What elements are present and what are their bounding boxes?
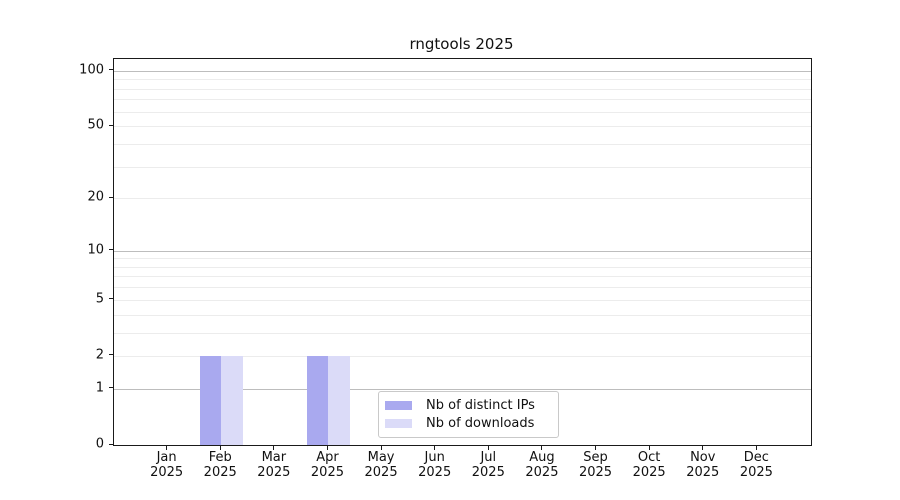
y-tick-mark	[109, 124, 114, 126]
y-tick-label: 5	[95, 291, 104, 307]
gridline-minor	[114, 314, 811, 316]
legend-swatch-distinct-ips	[385, 400, 412, 410]
x-tick-label: May 2025	[364, 450, 398, 480]
y-tick-label: 20	[87, 189, 104, 205]
x-tick-label: Jun 2025	[418, 450, 452, 480]
x-tick-mark	[702, 445, 704, 450]
plot-area	[113, 58, 812, 446]
legend-label-downloads: Nb of downloads	[426, 416, 535, 432]
y-tick-mark	[109, 387, 114, 389]
gridline-minor	[114, 355, 811, 357]
y-tick-mark	[109, 249, 114, 251]
y-tick-label: 0	[95, 436, 104, 452]
legend-swatch-downloads	[385, 419, 412, 429]
legend-item-downloads: Nb of downloads	[385, 416, 552, 431]
gridline-minor	[114, 99, 811, 101]
x-tick-mark	[648, 445, 650, 450]
x-tick-mark	[595, 445, 597, 450]
x-tick-label: Feb 2025	[203, 450, 237, 480]
y-tick-label: 1	[95, 380, 104, 396]
gridline-minor	[114, 332, 811, 334]
gridline-minor	[114, 198, 811, 200]
x-tick-mark	[166, 445, 168, 450]
x-tick-label: Jan 2025	[150, 450, 184, 480]
x-tick-mark	[219, 445, 221, 450]
bar	[199, 355, 222, 445]
x-tick-mark	[434, 445, 436, 450]
gridline-minor	[114, 266, 811, 268]
x-tick-mark	[755, 445, 757, 450]
x-tick-mark	[326, 445, 328, 450]
gridline-major	[114, 70, 811, 72]
x-tick-label: Oct 2025	[632, 450, 666, 480]
x-tick-mark	[380, 445, 382, 450]
y-tick-label: 2	[95, 347, 104, 363]
y-tick-mark	[109, 196, 114, 198]
gridline-minor	[114, 143, 811, 145]
gridline-major	[114, 388, 811, 390]
y-tick-mark	[109, 443, 114, 445]
gridline-major	[114, 250, 811, 252]
gridline-minor	[114, 276, 811, 278]
bar	[306, 355, 329, 445]
x-tick-label: Apr 2025	[310, 450, 344, 480]
y-tick-label: 10	[87, 242, 104, 258]
gridline-minor	[114, 299, 811, 301]
y-tick-mark	[109, 69, 114, 71]
x-tick-label: Aug 2025	[525, 450, 559, 480]
gridline-minor	[114, 111, 811, 113]
x-tick-label: Nov 2025	[686, 450, 720, 480]
x-tick-label: Dec 2025	[739, 450, 773, 480]
bar	[221, 355, 243, 445]
gridline-minor	[114, 88, 811, 90]
legend-label-distinct-ips: Nb of distinct IPs	[426, 397, 535, 413]
y-tick-label: 50	[87, 117, 104, 133]
gridline-minor	[114, 258, 811, 260]
x-tick-mark	[541, 445, 543, 450]
gridline-minor	[114, 126, 811, 128]
legend-item-distinct-ips: Nb of distinct IPs	[385, 398, 552, 413]
y-tick-mark	[109, 298, 114, 300]
gridline-minor	[114, 166, 811, 168]
x-tick-mark	[273, 445, 275, 450]
chart-title: rngtools 2025	[409, 35, 514, 53]
x-tick-mark	[487, 445, 489, 450]
x-tick-label: Sep 2025	[578, 450, 613, 480]
bar	[328, 355, 350, 445]
gridline-minor	[114, 287, 811, 289]
y-tick-label: 100	[79, 62, 104, 78]
chart-legend: Nb of distinct IPs Nb of downloads	[378, 391, 559, 438]
gridline-minor	[114, 79, 811, 81]
y-tick-mark	[109, 354, 114, 356]
x-tick-label: Jul 2025	[471, 450, 505, 480]
x-tick-label: Mar 2025	[257, 450, 291, 480]
